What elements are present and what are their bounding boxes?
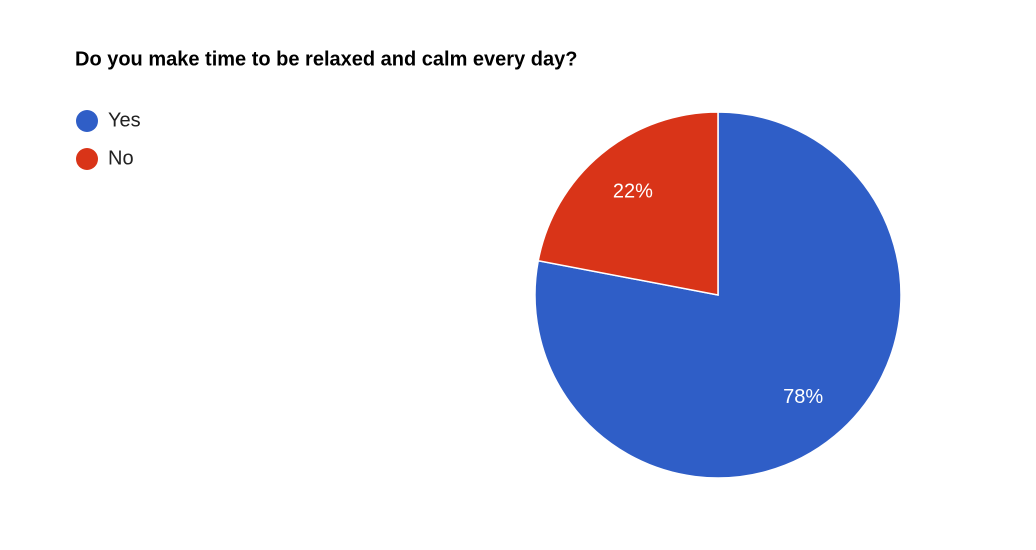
pie-slice [537,111,719,296]
pie-slice [534,111,902,479]
legend-swatch [76,148,98,170]
value-label: 78% [783,386,823,408]
legend-label: Yes [108,109,141,131]
legend-swatch [76,110,98,132]
legend-label: No [108,147,134,169]
chart-title: Do you make time to be relaxed and calm … [75,48,577,70]
value-label: 22% [613,180,653,202]
